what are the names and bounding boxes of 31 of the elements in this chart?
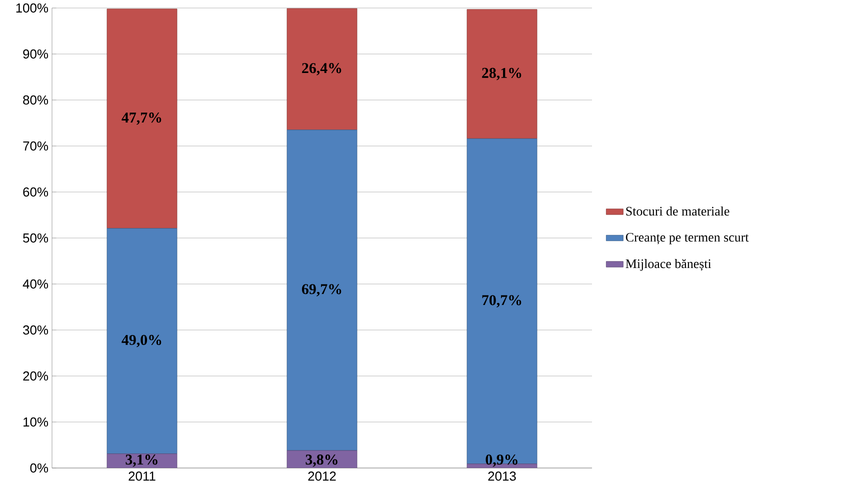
x-tick-label: 2012 (308, 472, 336, 481)
bar (106, 8, 178, 229)
data-label: 3,8% (306, 454, 338, 467)
y-tick-label: 80% (23, 95, 48, 105)
bar (466, 9, 538, 139)
data-label: 28,1% (482, 68, 522, 80)
y-tick-label: 70% (23, 141, 48, 151)
data-label: 70,7% (482, 295, 522, 308)
x-tick-label: 2011 (128, 472, 156, 481)
y-tick-label: 90% (23, 49, 48, 59)
data-label: 0,9% (486, 454, 518, 467)
data-label: 49,0% (122, 334, 162, 348)
bar (286, 8, 358, 130)
data-label: 26,4% (302, 63, 342, 76)
y-tick-label: 20% (23, 371, 48, 381)
y-tick-label: 40% (22, 279, 48, 289)
y-tick-label: 30% (23, 325, 48, 335)
y-tick-label: 100% (16, 3, 48, 13)
y-tick-label: 0% (30, 463, 48, 473)
legend-label: Stocuri de materiale (626, 206, 730, 216)
bar (106, 228, 178, 454)
data-label: 69,7% (302, 284, 342, 296)
bar (286, 130, 358, 451)
legend-label: Mijloace bănești (626, 259, 712, 271)
data-label: 3,1% (126, 454, 158, 467)
x-tick-label: 2013 (488, 472, 516, 481)
y-tick-label: 60% (23, 187, 48, 197)
data-label: 47,7% (122, 112, 162, 125)
legend-label: Creanțe pe termen scurt (626, 232, 749, 244)
y-tick-label: 50% (23, 233, 48, 243)
y-tick-label: 10% (24, 417, 48, 427)
